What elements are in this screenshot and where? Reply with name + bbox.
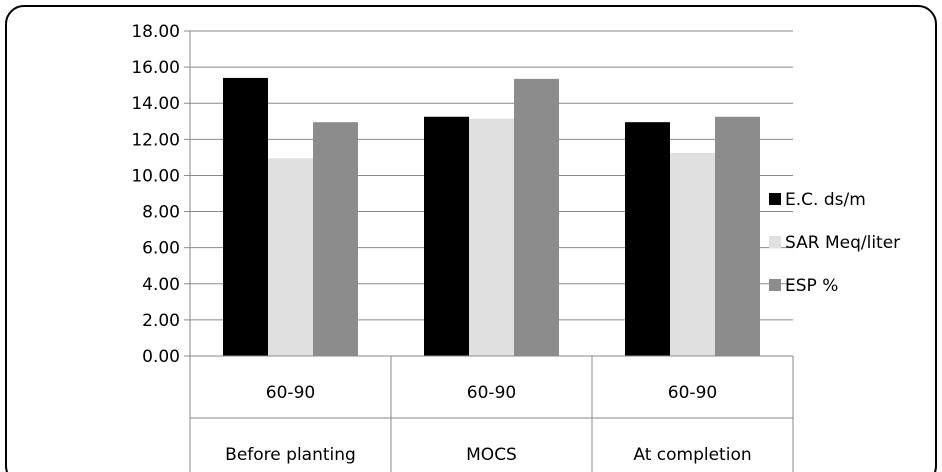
legend-label: ESP %: [785, 276, 838, 296]
y-tick-label: 6.00: [142, 239, 180, 259]
legend-label: SAR Meq/liter: [785, 233, 900, 253]
y-tick-label: 0.00: [142, 347, 180, 367]
x-group-label: MOCS: [466, 445, 517, 465]
axes: [184, 30, 794, 472]
x-group-label: Before planting: [225, 445, 356, 465]
x-category-labels: 60-90 Before planting 60-90 MOCS 60-90 At com…: [225, 383, 751, 465]
bar-3-1: [313, 122, 358, 356]
x-group-label: At completion: [633, 445, 751, 465]
legend-swatch: [769, 236, 781, 248]
bar-1-3: [625, 122, 670, 356]
y-tick-label: 18.00: [131, 22, 180, 42]
y-tick-label: 2.00: [142, 311, 180, 331]
legend-swatch: [769, 279, 781, 291]
bar-1-2: [424, 116, 469, 356]
x-sub-label: 60-90: [668, 383, 717, 403]
x-sub-label: 60-90: [467, 383, 516, 403]
y-tick-labels: 0.00 2.00 4.00 6.00 8.00 10.00 12.00 14.00 16.00…: [131, 22, 180, 367]
bar-2-3: [670, 152, 715, 356]
bar-2-1: [268, 158, 313, 356]
x-sub-label: 60-90: [266, 383, 315, 403]
bars: [223, 77, 760, 356]
bar-2-2: [469, 118, 514, 356]
y-tick-label: 16.00: [131, 58, 180, 78]
legend: E.C. ds/m SAR Meq/liter ESP %: [769, 190, 900, 296]
y-tick-label: 4.00: [142, 275, 180, 295]
bar-1-1: [223, 77, 268, 356]
legend-label: E.C. ds/m: [785, 190, 866, 210]
y-tick-label: 8.00: [142, 203, 180, 223]
legend-swatch: [769, 193, 781, 205]
bar-3-3: [715, 116, 760, 356]
y-tick-label: 10.00: [131, 166, 180, 186]
bar-3-2: [514, 78, 559, 356]
y-tick-label: 14.00: [131, 94, 180, 114]
y-tick-label: 12.00: [131, 130, 180, 150]
